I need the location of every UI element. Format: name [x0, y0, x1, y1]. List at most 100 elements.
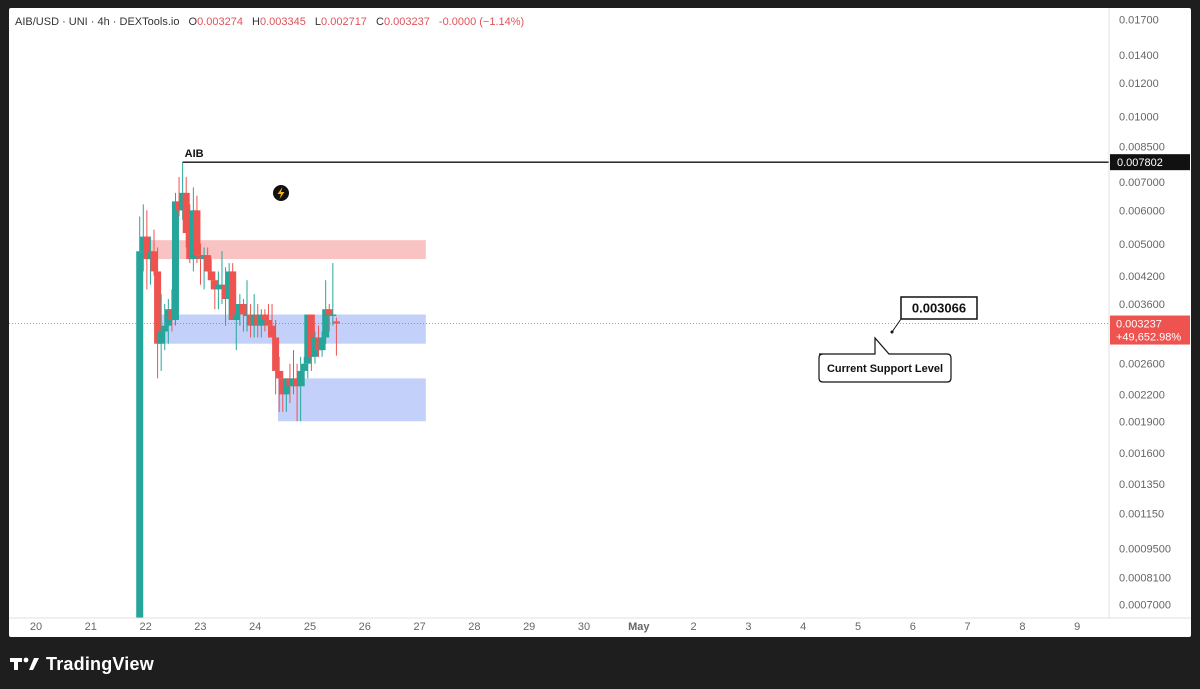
x-tick-label: 20 — [30, 621, 42, 633]
y-tick-label: 0.01700 — [1119, 14, 1159, 26]
x-tick-label: 28 — [468, 621, 480, 633]
candle-body — [279, 378, 287, 395]
x-tick-label: 6 — [910, 621, 916, 633]
open-label: O — [188, 16, 198, 28]
axes-layer: 0.01700 0.01400 0.01200 0.01000 0.008500 0.00… — [9, 8, 1191, 633]
candle-body — [286, 378, 294, 387]
y-tick-label: 0.01400 — [1119, 50, 1159, 62]
x-tick-label: 29 — [523, 621, 535, 633]
candle-body — [289, 378, 297, 387]
candle-body — [329, 314, 337, 317]
x-tick-label: 21 — [85, 621, 97, 633]
chart-frame: AIB 0.003066 Current Support Level 0.01700… — [9, 8, 1191, 637]
candle — [236, 294, 244, 326]
y-tick-label: 0.005000 — [1119, 239, 1165, 251]
candle-body — [261, 314, 269, 320]
x-tick-label: 4 — [800, 621, 806, 633]
close-value: 0.003237 — [383, 16, 430, 28]
candle-body — [250, 314, 258, 326]
candle — [315, 325, 323, 357]
high-value: 0.003345 — [259, 16, 306, 28]
aib-price-badge: 0.007802 — [1110, 154, 1190, 171]
candle — [322, 280, 330, 344]
candle-body — [186, 233, 194, 260]
y-tick-label: 0.001350 — [1119, 479, 1165, 491]
candle — [289, 350, 297, 395]
candle — [200, 247, 208, 290]
candle — [264, 304, 272, 338]
y-tick-label: 0.003600 — [1119, 299, 1165, 311]
brand-name[interactable]: TradingView — [46, 653, 154, 674]
candle-body — [236, 304, 244, 315]
candle-body — [171, 201, 179, 320]
y-tick-label: 0.002200 — [1119, 389, 1165, 401]
price-callout-text: 0.003066 — [912, 301, 966, 316]
candle — [329, 263, 337, 326]
x-tick-label: 22 — [139, 621, 151, 633]
candle — [268, 304, 276, 338]
x-tick-label: 25 — [304, 621, 316, 633]
candle — [307, 314, 315, 371]
candle-body — [214, 284, 222, 290]
candle — [325, 304, 333, 332]
candle-body — [272, 337, 280, 371]
candle-body — [143, 236, 151, 260]
candle — [179, 162, 187, 220]
y-tick-label: 0.0008100 — [1119, 573, 1171, 585]
aib-price-badge-box — [1110, 154, 1190, 171]
candle-body — [150, 251, 158, 272]
zone-support — [156, 314, 426, 344]
candle-body — [164, 309, 172, 326]
x-tick-label: 23 — [194, 621, 206, 633]
candle — [214, 271, 222, 310]
candle-body — [232, 314, 240, 320]
support-callout: Current Support Level — [818, 336, 952, 383]
candle — [261, 309, 269, 332]
candle — [207, 259, 215, 290]
candle-body — [311, 337, 319, 357]
x-tick-label: 26 — [359, 621, 371, 633]
candle-body — [332, 321, 340, 324]
aib-price-badge-text: 0.007802 — [1117, 157, 1163, 169]
candle-body — [325, 309, 333, 315]
candle-body — [275, 370, 283, 379]
candle-body — [193, 210, 201, 256]
candle-body — [264, 319, 272, 326]
marker-bolt — [277, 187, 285, 199]
candle — [250, 294, 258, 338]
candle — [175, 176, 183, 217]
candle — [211, 271, 219, 310]
y-tick-label: 0.008500 — [1119, 141, 1165, 153]
chart-canvas[interactable]: AIB 0.003066 Current Support Level 0.01700… — [9, 8, 1191, 637]
close-label: C — [376, 16, 384, 28]
y-tick-label: 0.004200 — [1119, 271, 1165, 283]
candle-body — [207, 271, 215, 281]
candle-body — [229, 271, 237, 320]
candle-body — [179, 192, 187, 211]
candle-body — [300, 363, 308, 371]
candle-body — [161, 325, 169, 332]
candle-body — [139, 236, 147, 252]
candle — [225, 263, 233, 320]
tradingview-logo-icon — [10, 657, 39, 670]
x-tick-label: 27 — [413, 621, 425, 633]
current-price-badge: 0.003237+49,652.98% — [1110, 315, 1190, 345]
symbol-header: AIB/USD · UNI · 4h · DEXTools.io O 0.0032… — [15, 16, 524, 28]
candle-body — [254, 314, 262, 326]
candle — [146, 236, 154, 285]
price-callout: 0.003066 — [890, 296, 978, 334]
candle — [279, 370, 287, 412]
candle — [229, 263, 237, 320]
symbol-name[interactable]: AIB/USD · UNI · 4h · DEXTools.io — [15, 16, 180, 28]
candle-body — [136, 251, 144, 618]
x-tick-label: 7 — [965, 621, 971, 633]
candle-body — [200, 255, 208, 260]
candle-body — [243, 314, 251, 317]
candle — [254, 304, 262, 338]
candle — [232, 304, 240, 351]
candle — [297, 356, 305, 422]
candle — [275, 356, 283, 412]
x-tick-label: 30 — [578, 621, 590, 633]
price-callout-pointer — [891, 318, 902, 333]
candle-body — [157, 331, 165, 344]
